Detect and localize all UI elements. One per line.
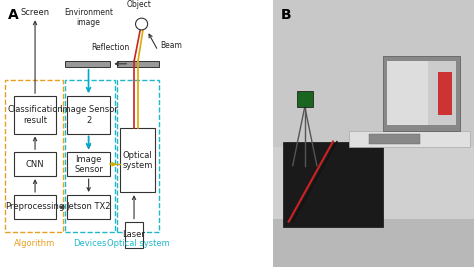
- Text: Beam: Beam: [160, 41, 182, 50]
- Bar: [67, 195, 110, 219]
- Text: Screen: Screen: [20, 8, 49, 17]
- Text: B: B: [281, 8, 291, 22]
- Text: Jetson TX2: Jetson TX2: [66, 202, 111, 211]
- Bar: [14, 152, 56, 176]
- Bar: [387, 61, 428, 125]
- Bar: [273, 219, 474, 267]
- Text: Environment
image: Environment image: [64, 8, 113, 28]
- Text: Image Sensor
2: Image Sensor 2: [60, 105, 118, 124]
- Bar: [6, 80, 63, 232]
- Text: Preprocessing: Preprocessing: [5, 202, 64, 211]
- Text: Optical system: Optical system: [107, 239, 170, 248]
- Bar: [283, 142, 383, 227]
- Bar: [14, 96, 56, 134]
- Text: Image
Sensor: Image Sensor: [74, 155, 103, 174]
- Bar: [14, 195, 56, 219]
- Bar: [383, 56, 460, 131]
- Bar: [64, 61, 110, 67]
- Bar: [67, 96, 110, 134]
- Bar: [67, 152, 110, 176]
- Text: CNN: CNN: [26, 160, 45, 169]
- Bar: [117, 80, 159, 232]
- Text: Devices: Devices: [73, 239, 107, 248]
- Bar: [125, 222, 143, 248]
- Text: Laser: Laser: [123, 230, 146, 239]
- Text: Algorithm: Algorithm: [14, 239, 55, 248]
- Bar: [64, 80, 116, 232]
- Bar: [117, 61, 159, 67]
- Circle shape: [136, 18, 147, 30]
- Bar: [349, 131, 470, 147]
- Bar: [119, 128, 155, 192]
- Text: Optical
system: Optical system: [122, 151, 153, 170]
- Bar: [273, 147, 474, 267]
- Bar: [438, 72, 452, 115]
- Text: A: A: [8, 8, 19, 22]
- Text: Classification
result: Classification result: [7, 105, 63, 124]
- Text: Reflection: Reflection: [91, 43, 129, 52]
- Text: Detected
Object: Detected Object: [121, 0, 156, 9]
- Bar: [387, 61, 456, 125]
- Bar: [369, 134, 419, 144]
- Bar: [297, 91, 313, 107]
